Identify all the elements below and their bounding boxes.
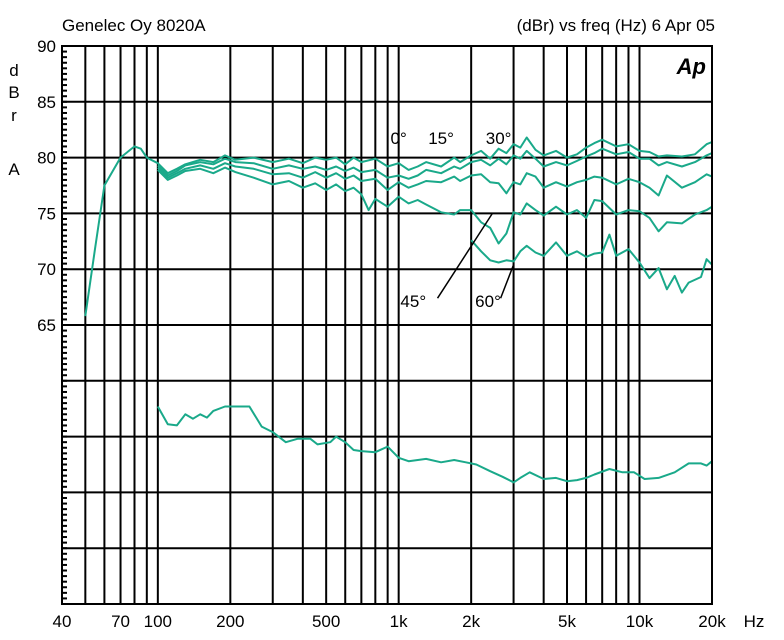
y-tick-label: 80 (37, 149, 56, 168)
x-tick-labels: 40 70 100 200 500 1k 2k 5k 10k 20k (53, 612, 727, 631)
series-line (156, 405, 713, 484)
x-tick-label: 500 (312, 612, 340, 631)
annotation-label: 60° (475, 292, 501, 311)
x-tick-label: 10k (626, 612, 654, 631)
annotation-label: 30° (486, 129, 512, 148)
x-tick-label: 40 (53, 612, 72, 631)
y-tick-label: 70 (37, 260, 56, 279)
y-axis-label-b: B (8, 83, 19, 102)
x-tick-label: 70 (111, 612, 130, 631)
chart-subtitle: (dBr) vs freq (Hz) 6 Apr 05 (517, 16, 715, 35)
x-tick-label: 1k (390, 612, 408, 631)
chart-title: Genelec Oy 8020A (62, 16, 206, 35)
y-tick-label: 90 (37, 37, 56, 56)
y-axis-label-a: A (8, 160, 20, 179)
series-line (157, 147, 713, 180)
annotation-leader (499, 264, 515, 299)
grid (62, 45, 713, 605)
x-axis-label: Hz (744, 612, 765, 631)
annotation-label: 0° (391, 129, 407, 148)
annotation-label: 15° (428, 129, 454, 148)
y-tick-labels: 90 85 80 75 70 65 (37, 37, 56, 335)
y-axis-label-d: d (9, 61, 18, 80)
annotation-group: 0° 15° 30° 45° 60° (391, 129, 515, 311)
y-tick-label: 75 (37, 204, 56, 223)
series-line (157, 162, 713, 197)
y-axis-label-r: r (11, 106, 17, 125)
x-tick-label: 2k (462, 612, 480, 631)
x-tick-label: 20k (698, 612, 726, 631)
y-tick-label: 85 (37, 93, 56, 112)
y-axis-label: d B r A (8, 61, 20, 179)
x-tick-label: 5k (558, 612, 576, 631)
series-line (470, 233, 713, 294)
plot-frame (61, 45, 713, 605)
x-tick-label: 100 (144, 612, 172, 631)
series-line (157, 166, 713, 245)
annotation-label: 45° (400, 292, 426, 311)
series-line (84, 136, 713, 317)
y-tick-label: 65 (37, 316, 56, 335)
x-tick-label: 200 (216, 612, 244, 631)
series-group (84, 136, 713, 484)
ap-logo: Ap (676, 54, 706, 79)
annotation-leader (436, 212, 494, 299)
